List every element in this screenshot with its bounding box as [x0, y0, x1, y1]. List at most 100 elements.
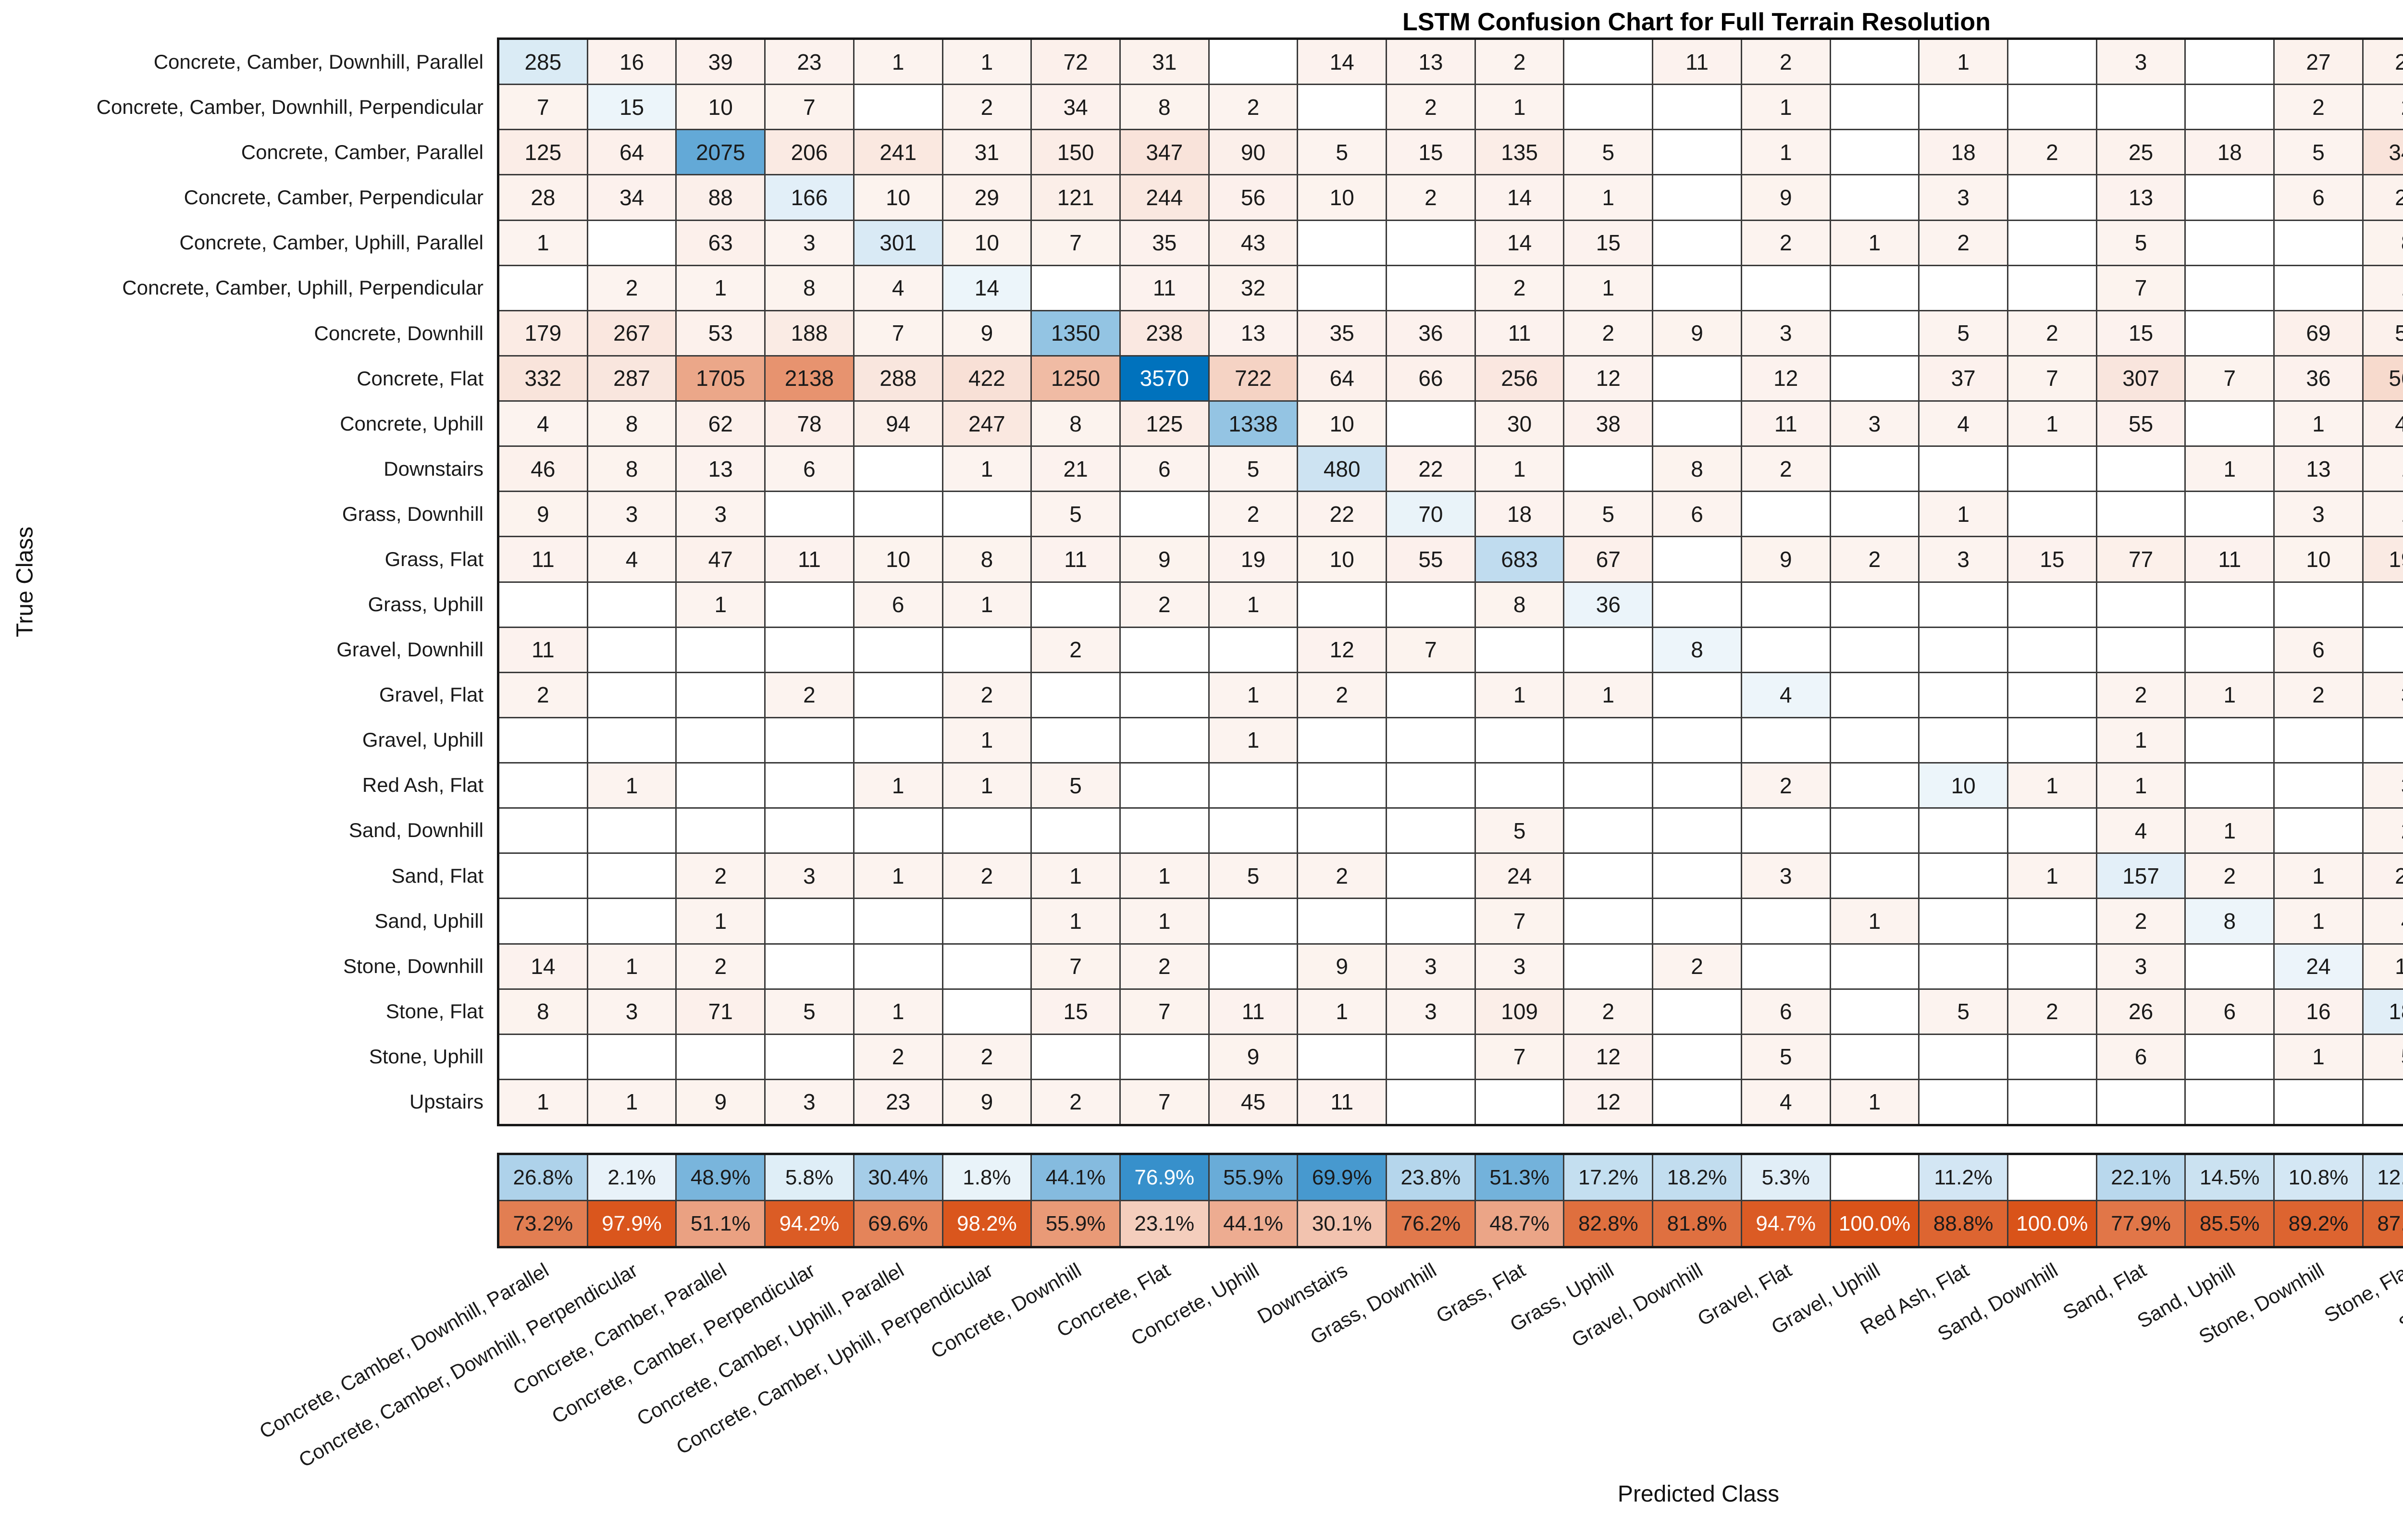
matrix-cell: 5 [1298, 130, 1386, 174]
matrix-cell: 1 [2186, 809, 2274, 853]
col-summary-correct-cell [1831, 1155, 1919, 1200]
matrix-cell-diagonal: 301 [854, 221, 942, 265]
matrix-cell: 568 [2363, 356, 2403, 400]
y-tick-label: Concrete, Camber, Downhill, Parallel [153, 50, 483, 74]
matrix-cell-diagonal: 8 [2186, 899, 2274, 943]
matrix-cell-diagonal [2008, 809, 2096, 853]
matrix-cell [2275, 221, 2362, 265]
matrix-cell [2363, 718, 2403, 762]
matrix-cell [1387, 854, 1474, 898]
y-tick-label: Stone, Uphill [369, 1045, 483, 1068]
matrix-cell [1475, 628, 1563, 672]
matrix-cell [499, 582, 587, 627]
matrix-cell: 9 [499, 492, 587, 536]
matrix-cell: 15 [2097, 311, 2185, 355]
matrix-cell-diagonal: 285 [499, 40, 587, 84]
matrix-cell: 2 [499, 673, 587, 717]
matrix-cell [1387, 402, 1474, 446]
matrix-cell: 288 [854, 356, 942, 400]
matrix-cell: 1 [499, 221, 587, 265]
col-summary-error-cell: 55.9% [1032, 1201, 1119, 1246]
matrix-cell: 10 [1298, 175, 1386, 220]
matrix-cell [943, 809, 1031, 853]
matrix-cell [1831, 266, 1919, 310]
matrix-cell [588, 628, 676, 672]
matrix-cell [1387, 221, 1474, 265]
matrix-cell: 22 [1387, 447, 1474, 491]
matrix-cell [1120, 1035, 1208, 1079]
matrix-cell [766, 809, 853, 853]
matrix-cell: 36 [1387, 311, 1474, 355]
matrix-cell [1564, 854, 1652, 898]
matrix-cell [588, 673, 676, 717]
matrix-cell: 1 [2363, 266, 2403, 310]
col-summary-error-cell: 85.5% [2186, 1201, 2274, 1246]
matrix-cell: 3 [1742, 854, 1830, 898]
matrix-cell [1209, 899, 1297, 943]
matrix-cell: 12 [1742, 356, 1830, 400]
matrix-cell [1831, 130, 1919, 174]
matrix-cell [1209, 40, 1297, 84]
matrix-cell: 13 [1387, 40, 1474, 84]
matrix-cell: 2 [1387, 85, 1474, 129]
matrix-cell [2097, 582, 2185, 627]
x-axis-title: Predicted Class [1617, 1481, 1780, 1507]
matrix-cell-diagonal: 15 [588, 85, 676, 129]
matrix-cell: 11 [499, 537, 587, 581]
matrix-cell: 43 [2363, 402, 2403, 446]
matrix-cell [2186, 944, 2274, 988]
y-tick-label: Concrete, Uphill [340, 412, 483, 435]
matrix-cell: 1 [854, 764, 942, 808]
matrix-cell: 3 [588, 492, 676, 536]
matrix-cell [766, 944, 853, 988]
matrix-cell [854, 492, 942, 536]
matrix-cell: 43 [1209, 221, 1297, 265]
matrix-cell: 6 [2275, 628, 2362, 672]
matrix-cell [2186, 764, 2274, 808]
matrix-cell [2008, 175, 2096, 220]
matrix-cell: 11 [1209, 989, 1297, 1034]
matrix-cell [588, 718, 676, 762]
matrix-cell: 7 [1120, 1080, 1208, 1124]
matrix-cell: 1 [1475, 673, 1563, 717]
col-summary-correct-cell: 18.2% [1653, 1155, 1741, 1200]
matrix-cell: 9 [943, 311, 1031, 355]
matrix-cell: 78 [766, 402, 853, 446]
matrix-cell: 34 [1032, 85, 1119, 129]
matrix-cell: 53 [677, 311, 765, 355]
matrix-cell: 15 [1387, 130, 1474, 174]
matrix-cell [1387, 718, 1474, 762]
matrix-cell [2186, 40, 2274, 84]
col-summary-error-cell: 81.8% [1653, 1201, 1741, 1246]
matrix-cell: 8 [943, 537, 1031, 581]
matrix-cell: 7 [1032, 221, 1119, 265]
matrix-cell [1298, 221, 1386, 265]
matrix-cell [1742, 718, 1830, 762]
col-summary-error-cell: 94.2% [766, 1201, 853, 1246]
matrix-cell: 1 [1209, 673, 1297, 717]
matrix-cell [1475, 1080, 1563, 1124]
matrix-cell [766, 492, 853, 536]
matrix-cell-diagonal: 4 [1742, 673, 1830, 717]
matrix-cell [1920, 1035, 2007, 1079]
matrix-cell: 1 [1742, 85, 1830, 129]
matrix-cell: 14 [499, 944, 587, 988]
matrix-cell [2008, 718, 2096, 762]
matrix-cell: 62 [677, 402, 765, 446]
matrix-cell: 21 [1032, 447, 1119, 491]
matrix-cell [1564, 764, 1652, 808]
matrix-cell [1831, 989, 1919, 1034]
matrix-cell: 6 [854, 582, 942, 627]
matrix-cell [1653, 221, 1741, 265]
matrix-cell [1920, 85, 2007, 129]
matrix-cell: 3 [2363, 764, 2403, 808]
matrix-cell-diagonal: 157 [2097, 854, 2185, 898]
matrix-cell: 2 [1653, 944, 1741, 988]
col-summary-error-cell: 44.1% [1209, 1201, 1297, 1246]
matrix-cell: 2 [2363, 809, 2403, 853]
matrix-cell [1920, 628, 2007, 672]
matrix-cell [1653, 989, 1741, 1034]
y-tick-label: Sand, Downhill [348, 819, 483, 842]
matrix-cell: 46 [499, 447, 587, 491]
matrix-cell: 9 [1653, 311, 1741, 355]
